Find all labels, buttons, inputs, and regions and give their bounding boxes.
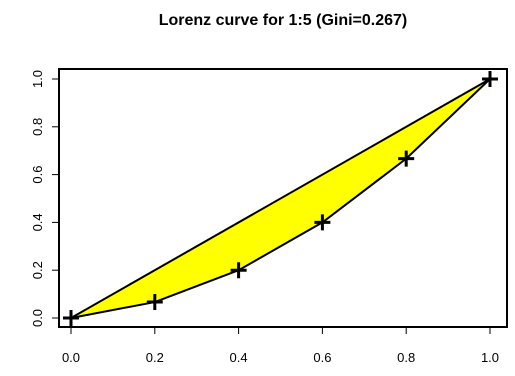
y-axis: 0.0 0.2 0.4 0.6 0.8 1.0 <box>30 70 60 327</box>
line-of-equality <box>70 78 491 319</box>
x-tick-label: 1.0 <box>481 350 499 365</box>
data-point-marker <box>314 214 331 231</box>
data-point-marker <box>146 294 163 311</box>
plot-area <box>58 68 508 328</box>
x-tick-label: 0.8 <box>397 350 415 365</box>
y-tick-label: 0.6 <box>30 166 45 184</box>
x-tick-label: 0.4 <box>230 350 248 365</box>
y-tick-label: 0.4 <box>30 213 45 231</box>
data-point-marker <box>230 262 247 279</box>
y-tick-label: 0.2 <box>30 261 45 279</box>
data-point-marker <box>63 310 79 326</box>
x-tick-label: 0.2 <box>146 350 164 365</box>
y-tick-label: 0.0 <box>30 309 45 327</box>
x-tick-label: 0.6 <box>313 350 331 365</box>
x-axis: 0.0 0.2 0.4 0.6 0.8 1.0 <box>62 326 499 365</box>
lorenz-curve-line <box>70 78 491 319</box>
x-tick-label: 0.0 <box>62 350 80 365</box>
chart-title: Lorenz curve for 1:5 (Gini=0.267) <box>159 12 408 29</box>
data-point-marker <box>482 71 498 87</box>
y-tick-label: 1.0 <box>30 70 45 88</box>
data-point-marker <box>398 150 415 167</box>
y-tick-label: 0.8 <box>30 118 45 136</box>
